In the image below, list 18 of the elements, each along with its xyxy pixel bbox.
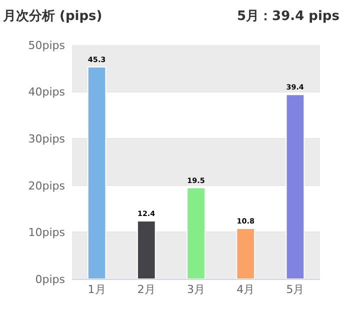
y-tick-label: 50pips [28,38,66,52]
x-tick-label: 2月 [137,283,156,296]
bar [286,94,305,279]
bar [87,66,106,279]
y-tick-label: 0pips [35,272,66,286]
y-tick-label: 10pips [28,226,66,240]
y-tick-label: 30pips [28,132,66,146]
bar [236,228,256,279]
x-tick-label: 3月 [187,283,205,296]
chart-subtitle: 5月：39.4 pips [237,9,340,24]
x-tick-label: 1月 [88,283,106,296]
bar [186,187,206,279]
bar [136,220,156,279]
x-tick-label: 5月 [286,283,304,296]
chart-title: 月次分析 (pips) [2,9,102,24]
x-tick-label: 4月 [236,283,255,296]
y-tick-label: 40pips [28,86,66,99]
y-tick-label: 20pips [28,179,66,192]
